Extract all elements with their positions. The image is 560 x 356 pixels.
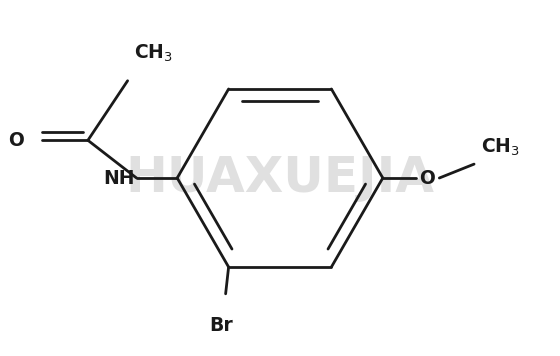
Text: CH$_3$: CH$_3$ — [133, 43, 172, 64]
Text: O: O — [8, 131, 25, 150]
Text: HUAXUEJIA: HUAXUEJIA — [125, 154, 435, 202]
Text: Br: Br — [209, 316, 232, 335]
Text: CH$_3$: CH$_3$ — [481, 137, 520, 158]
Text: O: O — [419, 168, 435, 188]
Text: NH: NH — [103, 168, 134, 188]
